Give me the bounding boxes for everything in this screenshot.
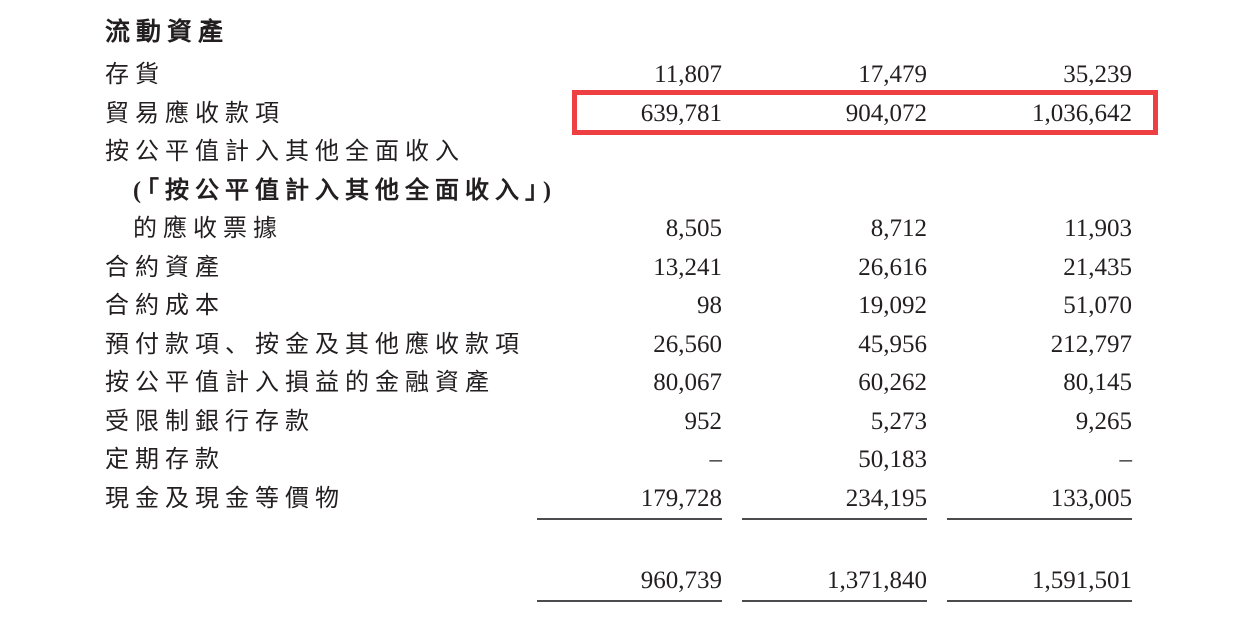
row-label: 現金及現金等價物	[105, 486, 345, 512]
cell-value: 5,273	[870, 408, 927, 435]
row-label: 合約資產	[105, 255, 225, 281]
cell-value: 35,239	[1063, 61, 1132, 88]
cell-value: 26,560	[653, 331, 722, 358]
row-label: 受限制銀行存款	[105, 409, 315, 435]
cell-value: 11,807	[654, 61, 722, 88]
cell-value: 51,070	[1063, 292, 1132, 319]
cell-value: 11,903	[1064, 215, 1132, 242]
table-row: 合約資產 13,241 26,616 21,435	[105, 249, 1132, 287]
cell-value: 952	[684, 408, 723, 435]
cell-value: 8,505	[665, 215, 722, 242]
table-row: (「按公平值計入其他全面收入」)	[105, 172, 557, 210]
cell-value: 8,712	[870, 215, 927, 242]
cell-value: 212,797	[1050, 331, 1132, 358]
cell-value: 21,435	[1063, 254, 1132, 281]
cell-value: 80,145	[1063, 369, 1132, 396]
cell-value: 60,262	[858, 369, 927, 396]
cell-value: 45,956	[858, 331, 927, 358]
cell-value: 98	[697, 292, 722, 319]
table-row: 按公平值計入損益的金融資產 80,067 60,262 80,145	[105, 364, 1132, 402]
row-label: 合約成本	[105, 293, 225, 319]
row-label: 定期存款	[105, 447, 225, 473]
cell-value: 133,005	[947, 480, 1132, 520]
table-row: 受限制銀行存款 952 5,273 9,265	[105, 403, 1132, 441]
row-label: (「按公平值計入其他全面收入」)	[133, 178, 557, 204]
total-value: 1,591,501	[947, 562, 1132, 602]
cell-value: 13,241	[653, 254, 722, 281]
cell-value: 80,067	[653, 369, 722, 396]
table-row-highlighted: 貿易應收款項 639,781 904,072 1,036,642	[105, 95, 1132, 133]
row-label: 按公平值計入損益的金融資產	[105, 370, 495, 396]
cell-value: 234,195	[742, 480, 927, 520]
cell-value: 19,092	[858, 292, 927, 319]
table-row: 定期存款 – 50,183 –	[105, 441, 1132, 479]
cell-value: –	[709, 446, 723, 473]
table-row: 的應收票據 8,505 8,712 11,903	[105, 210, 1132, 248]
cell-value: 639,781	[640, 100, 722, 127]
row-label: 貿易應收款項	[105, 101, 285, 127]
cell-value: 1,036,642	[1032, 100, 1132, 127]
table-row: 合約成本 98 19,092 51,070	[105, 287, 1132, 325]
row-label: 預付款項、按金及其他應收款項	[105, 332, 525, 358]
table-row: 按公平值計入其他全面收入	[105, 133, 537, 171]
cell-value: 26,616	[858, 254, 927, 281]
cell-value: 179,728	[537, 480, 722, 520]
section-title: 流動資產	[105, 19, 230, 46]
total-value: 1,371,840	[742, 562, 927, 602]
cell-value: 904,072	[845, 100, 927, 127]
cell-value: 50,183	[858, 446, 927, 473]
row-label: 按公平值計入其他全面收入	[105, 139, 465, 165]
cell-value: 9,265	[1075, 408, 1132, 435]
cell-value: 17,479	[858, 61, 927, 88]
row-label: 的應收票據	[133, 216, 283, 242]
total-value: 960,739	[537, 562, 722, 602]
row-label: 存貨	[105, 62, 165, 88]
table-row: 現金及現金等價物 179,728 234,195 133,005	[105, 480, 1132, 520]
total-row: 960,739 1,371,840 1,591,501	[105, 562, 1132, 602]
table-row: 預付款項、按金及其他應收款項 26,560 45,956 212,797	[105, 326, 1132, 364]
table-row: 存貨 11,807 17,479 35,239	[105, 56, 1132, 94]
cell-value: –	[1119, 446, 1133, 473]
